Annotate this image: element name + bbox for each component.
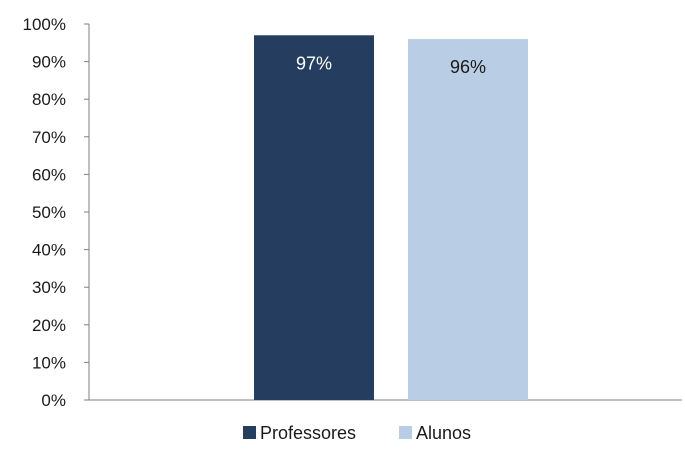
legend-label-professores: Professores: [260, 423, 356, 443]
y-tick-label: 70%: [32, 128, 66, 147]
legend-swatch-professores: [243, 426, 256, 439]
y-tick-label: 30%: [32, 278, 66, 297]
y-tick-label: 50%: [32, 203, 66, 222]
legend-label-alunos: Alunos: [416, 423, 471, 443]
bars: [254, 35, 528, 400]
y-tick-label: 90%: [32, 53, 66, 72]
bar-alunos: [408, 39, 528, 400]
y-axis: 0% 10% 20% 30% 40% 50% 60% 70% 80% 90% 100%: [23, 15, 90, 410]
y-tick-label: 0%: [41, 391, 66, 410]
bar-professores: [254, 35, 374, 400]
legend-swatch-alunos: [399, 426, 412, 439]
y-tick-label: 100%: [23, 15, 66, 34]
legend: Professores Alunos: [243, 423, 471, 443]
y-tick-label: 60%: [32, 165, 66, 184]
data-label-professores: 97%: [296, 53, 332, 73]
data-labels: 97% 96%: [296, 53, 486, 77]
data-label-alunos: 96%: [450, 57, 486, 77]
y-tick-label: 40%: [32, 241, 66, 260]
y-tick-label: 20%: [32, 316, 66, 335]
y-tick-label: 10%: [32, 353, 66, 372]
y-tick-label: 80%: [32, 90, 66, 109]
